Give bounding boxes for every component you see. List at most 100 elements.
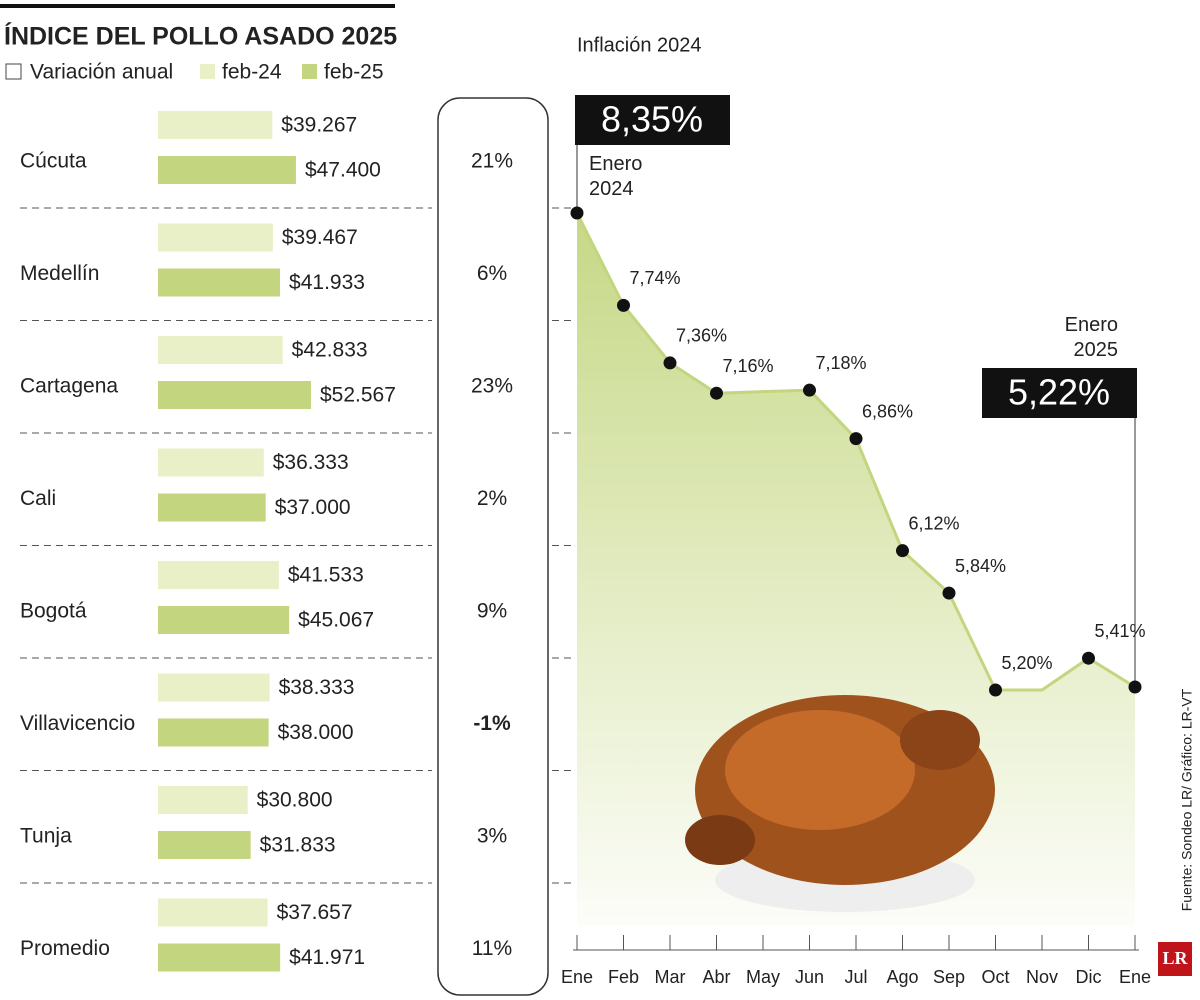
bar-label: $41.533 <box>288 564 364 587</box>
bar <box>158 493 266 522</box>
bar <box>158 898 268 927</box>
x-tick-label: Sep <box>933 967 965 987</box>
point-label: 7,74% <box>630 268 681 288</box>
category-label: Bogotá <box>20 600 87 623</box>
variation-label: 11% <box>472 937 512 960</box>
point <box>942 586 956 600</box>
line-title: Inflación 2024 <box>577 34 702 56</box>
bar-label: $31.833 <box>260 834 336 857</box>
x-tick-label: Ene <box>1119 967 1151 987</box>
source: Fuente: Sondeo LR/ Gráfico: LR-VT <box>1179 688 1195 911</box>
x-tick-label: Ene <box>561 967 593 987</box>
category-label: Medellín <box>20 262 99 285</box>
point-label: 5,41% <box>1095 621 1146 641</box>
x-tick-label: Mar <box>655 967 686 987</box>
bar <box>158 718 269 747</box>
chicken-illustration <box>685 695 995 912</box>
point <box>849 432 863 446</box>
bar-label: $52.567 <box>320 384 396 407</box>
bar-label: $30.800 <box>257 789 333 812</box>
variation-label: 6% <box>477 262 507 285</box>
legend-swatch <box>302 64 317 79</box>
bar-label: $45.067 <box>298 609 374 632</box>
bar-label: $38.333 <box>279 676 355 699</box>
callout-box <box>982 368 1137 418</box>
bar <box>158 448 264 477</box>
logo-box <box>1158 942 1192 976</box>
x-tick-label: Feb <box>608 967 639 987</box>
variation-label: 9% <box>477 600 507 623</box>
callout-label: 5,22% <box>1008 372 1110 413</box>
bar <box>158 673 270 702</box>
category-label: Villavicencio <box>20 712 135 735</box>
point <box>896 544 909 558</box>
bar-label: $39.467 <box>282 226 358 249</box>
bar-label: $41.933 <box>289 271 365 294</box>
variation-column <box>437 97 549 996</box>
x-tick-label: Oct <box>981 967 1009 987</box>
bar <box>158 786 248 814</box>
bar-label: $39.267 <box>281 114 357 137</box>
point <box>663 356 677 370</box>
callout-box <box>575 95 730 145</box>
legend-label: Variación anual <box>30 61 173 84</box>
bar-label: $37.657 <box>277 901 353 924</box>
bar <box>158 381 311 409</box>
point <box>570 206 584 220</box>
bar-label: $37.000 <box>275 496 351 519</box>
x-tick-label: May <box>746 967 780 987</box>
point <box>803 383 816 397</box>
annotation: Enero 2024 <box>589 153 642 200</box>
point <box>989 683 1002 697</box>
point <box>617 298 630 312</box>
bar-label: $38.000 <box>278 721 354 744</box>
variation-label: 3% <box>477 825 507 848</box>
point-label: 7,36% <box>676 326 727 346</box>
bar <box>158 561 279 589</box>
bar <box>158 111 273 139</box>
x-tick-label: Jul <box>844 967 867 987</box>
category-label: Tunja <box>20 825 72 848</box>
chart-title: ÍNDICE DEL POLLO ASADO 2025 <box>4 22 397 51</box>
bar-label: $42.833 <box>292 339 368 362</box>
variation-label: 23% <box>471 375 513 398</box>
variation-label: 2% <box>477 487 507 510</box>
legend-swatch <box>200 64 215 79</box>
point-label: 5,84% <box>955 556 1006 576</box>
point-label: 7,16% <box>723 356 774 376</box>
x-tick-label: Jun <box>795 967 824 987</box>
point <box>1128 680 1142 694</box>
bar-label: $41.971 <box>289 946 365 969</box>
category-label: Cúcuta <box>20 150 87 173</box>
point-label: 6,86% <box>862 401 913 421</box>
variation-label: 21% <box>471 150 513 173</box>
point <box>1082 651 1095 665</box>
bar <box>158 336 283 364</box>
point-label: 6,12% <box>909 513 960 533</box>
category-label: Cali <box>20 487 56 510</box>
point <box>710 386 723 400</box>
bar <box>158 268 281 297</box>
legend-label: feb-25 <box>324 61 384 84</box>
category-label: Cartagena <box>20 375 118 398</box>
point-label: 7,18% <box>816 353 867 373</box>
legend-swatch <box>5 63 22 80</box>
bar <box>158 943 281 972</box>
variation-label: -1% <box>473 712 511 735</box>
bar <box>158 156 296 184</box>
logo: LR <box>1162 948 1188 968</box>
bar <box>158 606 290 634</box>
callout-label: 8,35% <box>601 99 703 140</box>
x-tick-label: Abr <box>702 967 730 987</box>
x-tick-label: Dic <box>1076 967 1102 987</box>
annotation: Enero 2025 <box>1065 314 1118 361</box>
x-tick-label: Nov <box>1026 967 1058 987</box>
bar <box>158 831 251 859</box>
point-label: 5,20% <box>1002 653 1053 673</box>
bar-label: $36.333 <box>273 451 349 474</box>
category-label: Promedio <box>20 937 110 960</box>
x-tick-label: Ago <box>886 967 918 987</box>
bar <box>158 223 273 252</box>
bar-label: $47.400 <box>305 159 381 182</box>
